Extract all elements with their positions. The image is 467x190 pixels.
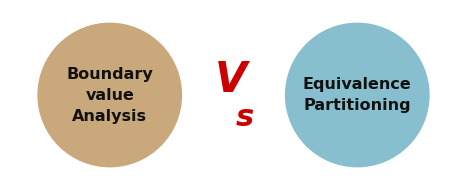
Text: Boundary
value
Analysis: Boundary value Analysis [66,66,153,124]
Text: V: V [214,59,247,101]
Ellipse shape [37,23,182,167]
Text: Equivalence
Partitioning: Equivalence Partitioning [303,77,411,113]
Text: s: s [236,103,254,132]
Ellipse shape [285,23,430,167]
